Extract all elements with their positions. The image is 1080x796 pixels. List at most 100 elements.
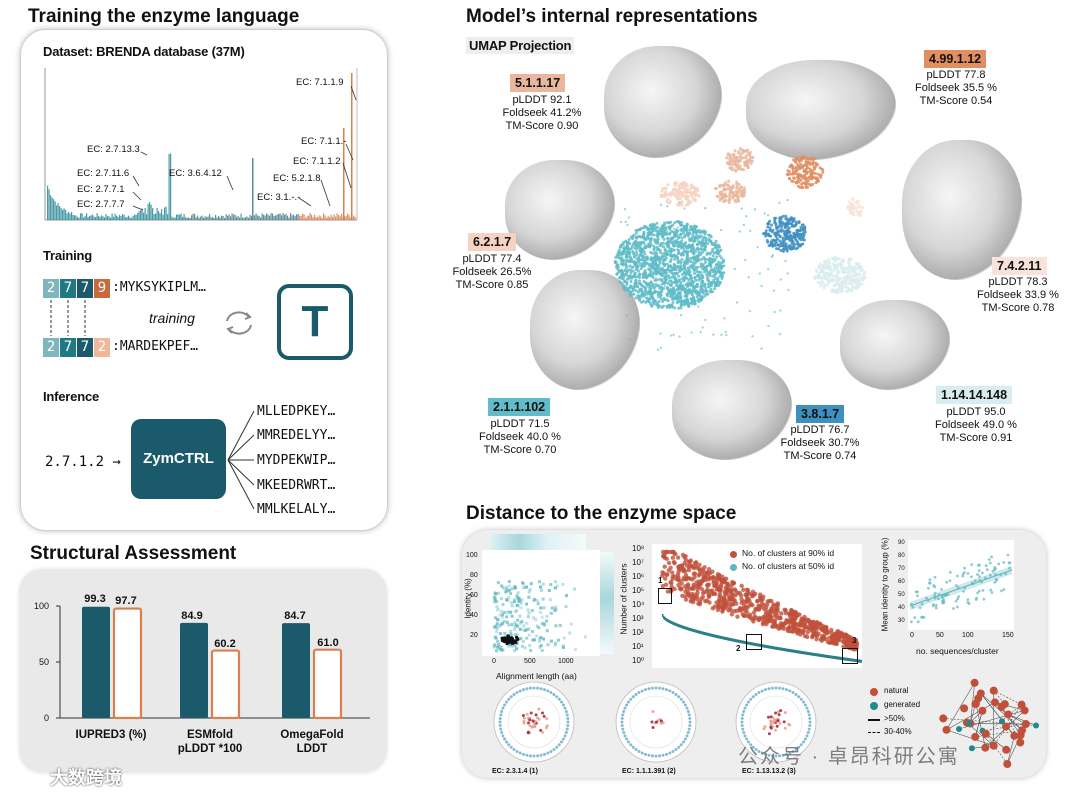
circle-point — [512, 748, 516, 752]
training-title: Training — [43, 248, 92, 263]
scatter-point — [911, 605, 915, 609]
scatter-point — [994, 573, 997, 576]
umap-point — [680, 272, 684, 276]
umap-point — [767, 221, 771, 225]
hist-cell — [531, 616, 535, 620]
cluster-50-point — [692, 628, 694, 632]
hist2d-xtick-0: 0 — [492, 658, 496, 665]
cluster-50-point — [784, 648, 786, 652]
umap-point — [661, 241, 665, 245]
hist-cell — [529, 648, 533, 652]
umap-point — [672, 262, 676, 266]
umap-point — [693, 190, 697, 194]
umap-point — [634, 240, 638, 244]
scatter-point — [961, 574, 965, 578]
spectrum-bar — [350, 217, 352, 220]
circle-point — [561, 703, 565, 707]
cluster-50-point — [850, 658, 852, 662]
scatter-point — [948, 579, 952, 583]
umap-point — [819, 173, 823, 177]
spectrum-bar — [302, 213, 304, 220]
umap-point — [625, 266, 629, 270]
umap-point — [767, 324, 770, 328]
ec-box-499112: 4.99.1.12 — [924, 50, 987, 68]
scatter-point — [988, 561, 992, 565]
network-edge — [980, 693, 1023, 731]
legend-solid-line — [868, 719, 880, 721]
inference-output-5: MMLKELALY… — [257, 502, 336, 517]
cluster-90-point — [731, 581, 736, 586]
metric-foldseek: Foldseek 35.5 % — [915, 82, 997, 94]
metrics-6217: pLDDT 77.4 Foldseek 26.5% TM-Score 0.85 — [440, 253, 544, 292]
circle-point — [566, 720, 570, 724]
umap-point — [664, 278, 668, 282]
spectrum-bar — [90, 215, 92, 220]
cluster-50-point — [799, 650, 801, 654]
umap-point — [654, 290, 658, 294]
hist-cell — [527, 633, 531, 637]
cluster-90-point — [848, 637, 853, 643]
spectrum-bar — [216, 217, 218, 220]
hist-cell — [506, 610, 510, 614]
spectrum-bar — [156, 207, 158, 220]
umap-point — [665, 244, 669, 248]
scatter-point — [999, 573, 1003, 577]
umap-point — [631, 250, 635, 254]
cluster-50-point — [682, 625, 684, 629]
circle-point — [679, 743, 683, 747]
cluster-50-point — [681, 625, 683, 629]
circle-point — [745, 703, 749, 707]
umap-point — [704, 286, 708, 290]
cluster-50-point — [708, 633, 710, 637]
spectrum-peak — [343, 128, 345, 220]
umap-point — [678, 187, 682, 191]
network-node — [966, 720, 973, 727]
umap-point — [710, 242, 714, 246]
umap-point — [644, 275, 648, 279]
umap-point — [778, 239, 782, 243]
cluster-50-point — [683, 625, 685, 629]
umap-point — [656, 295, 659, 299]
umap-point — [703, 206, 707, 210]
umap-point — [641, 272, 645, 276]
umap-point — [678, 201, 681, 204]
scatter-point — [963, 586, 967, 590]
umap-point — [785, 172, 789, 176]
umap-point — [684, 287, 688, 291]
cluster-50-point — [709, 633, 711, 637]
spectrum-bar — [245, 217, 247, 220]
cluster-50-point — [815, 653, 817, 657]
spectrum-bar — [56, 205, 58, 220]
circle-point — [626, 700, 630, 704]
umap-point — [680, 194, 684, 198]
scatter-point — [987, 558, 991, 561]
circle-point — [760, 751, 764, 755]
hist-cell — [515, 641, 519, 645]
umap-point — [630, 244, 634, 248]
umap-point — [799, 182, 803, 186]
cluster-50-point — [698, 630, 700, 634]
network-edge — [946, 729, 994, 746]
spectrum-bar — [183, 213, 185, 220]
umap-point — [668, 240, 672, 244]
spectrum-bar — [318, 215, 320, 220]
umap-point — [660, 272, 664, 276]
metric-foldseek: Foldseek 33.9 % — [977, 289, 1059, 301]
hist-cell — [554, 641, 558, 645]
umap-point — [742, 156, 746, 160]
network-edge — [943, 718, 1037, 726]
spectrum-bar — [299, 215, 301, 220]
cluster-50-point — [770, 645, 772, 649]
umap-point — [651, 251, 655, 255]
umap-point — [672, 333, 675, 337]
cluster-90-point — [771, 604, 776, 609]
cluster-90-point — [784, 618, 789, 623]
spectrum-bar — [341, 213, 343, 220]
cluster-50-point — [719, 635, 721, 639]
umap-point — [766, 225, 770, 229]
umap-point — [797, 221, 801, 225]
umap-point — [645, 258, 649, 262]
umap-point — [634, 289, 638, 293]
umap-point — [720, 256, 724, 260]
cluster-box-2 — [746, 634, 762, 650]
